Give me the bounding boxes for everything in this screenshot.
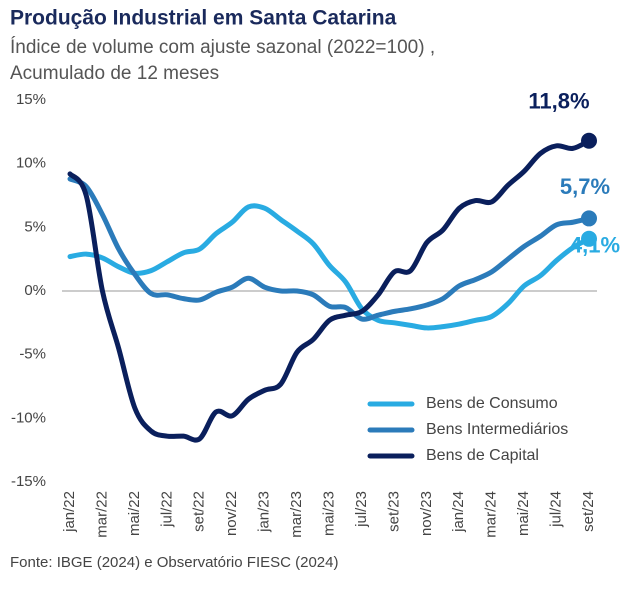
legend-label: Bens de Capital: [426, 447, 539, 464]
y-tick-label: 15%: [16, 91, 46, 108]
value-label: 11,8%: [528, 89, 589, 114]
y-tick-label: 5%: [24, 218, 46, 235]
legend-label: Bens de Consumo: [426, 395, 558, 412]
legend-label: Bens Intermediários: [426, 421, 568, 438]
x-tick-label: jul/24: [548, 491, 565, 528]
x-tick-label: mar/23: [288, 491, 305, 538]
y-tick-label: -10%: [11, 409, 46, 426]
series-line: [67, 138, 592, 443]
x-tick-label: mai/23: [320, 491, 337, 536]
x-tick-label: mar/22: [93, 491, 110, 538]
x-tick-label: mar/24: [483, 491, 500, 538]
x-tick-label: set/24: [580, 491, 597, 532]
x-tick-label: jul/23: [353, 491, 370, 528]
y-tick-label: -5%: [19, 346, 46, 363]
x-tick-label: jul/22: [158, 491, 175, 528]
chart-subtitle: Acumulado de 12 meses: [10, 63, 219, 84]
x-tick-label: jan/22: [61, 491, 78, 533]
x-tick-label: set/23: [385, 491, 402, 532]
x-tick-label: mai/24: [515, 491, 532, 536]
x-tick-label: mai/22: [126, 491, 143, 536]
chart-subtitle: Índice de volume com ajuste sazonal (202…: [10, 37, 435, 58]
source-note: Fonte: IBGE (2024) e Observatório FIESC …: [10, 554, 338, 571]
end-point: [581, 132, 597, 149]
end-point: [581, 230, 597, 247]
x-tick-label: nov/23: [418, 491, 435, 536]
value-label: 4,1%: [570, 233, 620, 258]
series-line: [67, 176, 592, 322]
chart-title: Produção Industrial em Santa Catarina: [10, 7, 397, 30]
end-point: [581, 210, 597, 227]
y-tick-label: -15%: [11, 473, 46, 490]
x-tick-label: nov/22: [223, 491, 240, 536]
x-tick-label: jan/24: [450, 491, 467, 533]
y-tick-label: 10%: [16, 155, 46, 172]
value-label: 5,7%: [560, 174, 610, 199]
x-tick-label: jan/23: [256, 491, 273, 533]
y-tick-label: 0%: [24, 282, 46, 299]
series-line: [67, 203, 592, 331]
x-tick-label: set/22: [191, 491, 208, 532]
